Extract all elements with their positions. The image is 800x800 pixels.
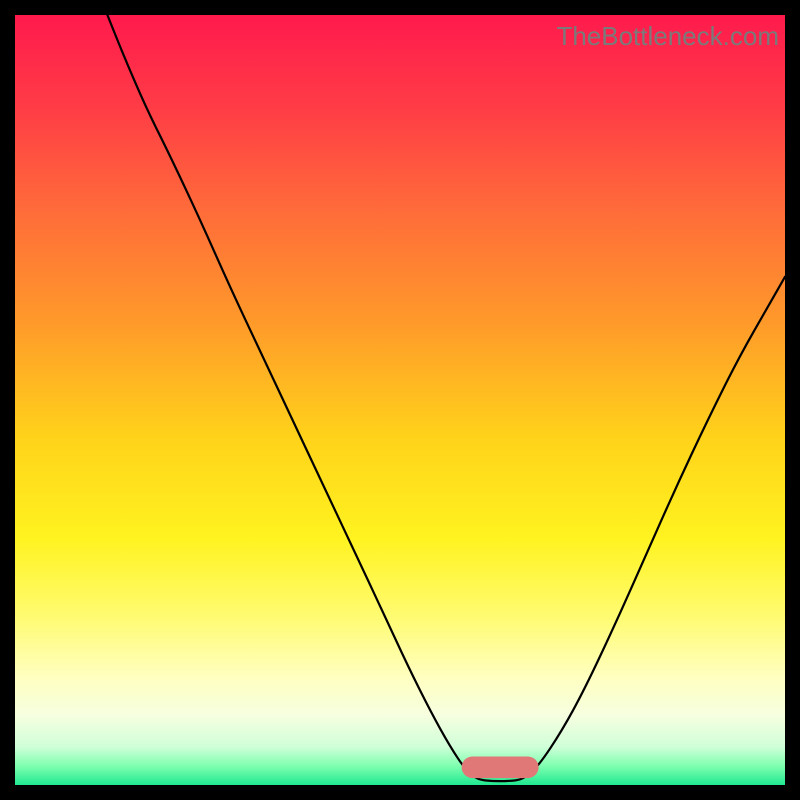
chart-frame: TheBottleneck.com: [0, 0, 800, 800]
optimal-range-marker: [462, 757, 539, 779]
watermark-text: TheBottleneck.com: [556, 21, 779, 52]
chart-plot-area: [15, 15, 785, 785]
gradient-background: [15, 15, 785, 785]
chart-svg: [15, 15, 785, 785]
